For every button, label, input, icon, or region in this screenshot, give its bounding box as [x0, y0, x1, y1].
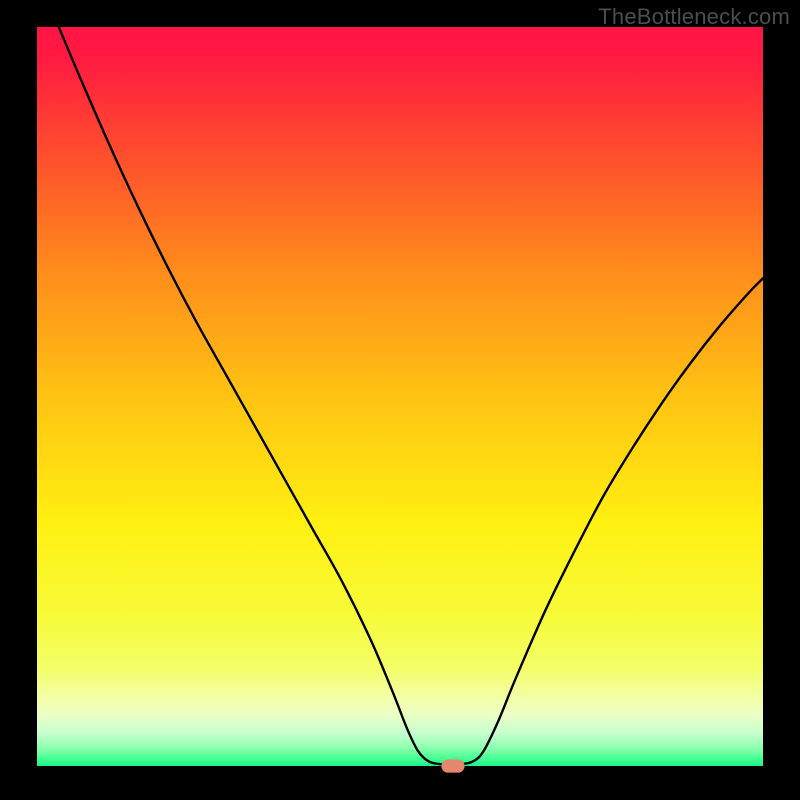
watermark-text: TheBottleneck.com	[598, 4, 790, 30]
bottleneck-chart: TheBottleneck.com	[0, 0, 800, 800]
optimal-point-marker	[441, 759, 464, 772]
chart-background-gradient	[37, 27, 763, 766]
chart-svg	[0, 0, 800, 800]
